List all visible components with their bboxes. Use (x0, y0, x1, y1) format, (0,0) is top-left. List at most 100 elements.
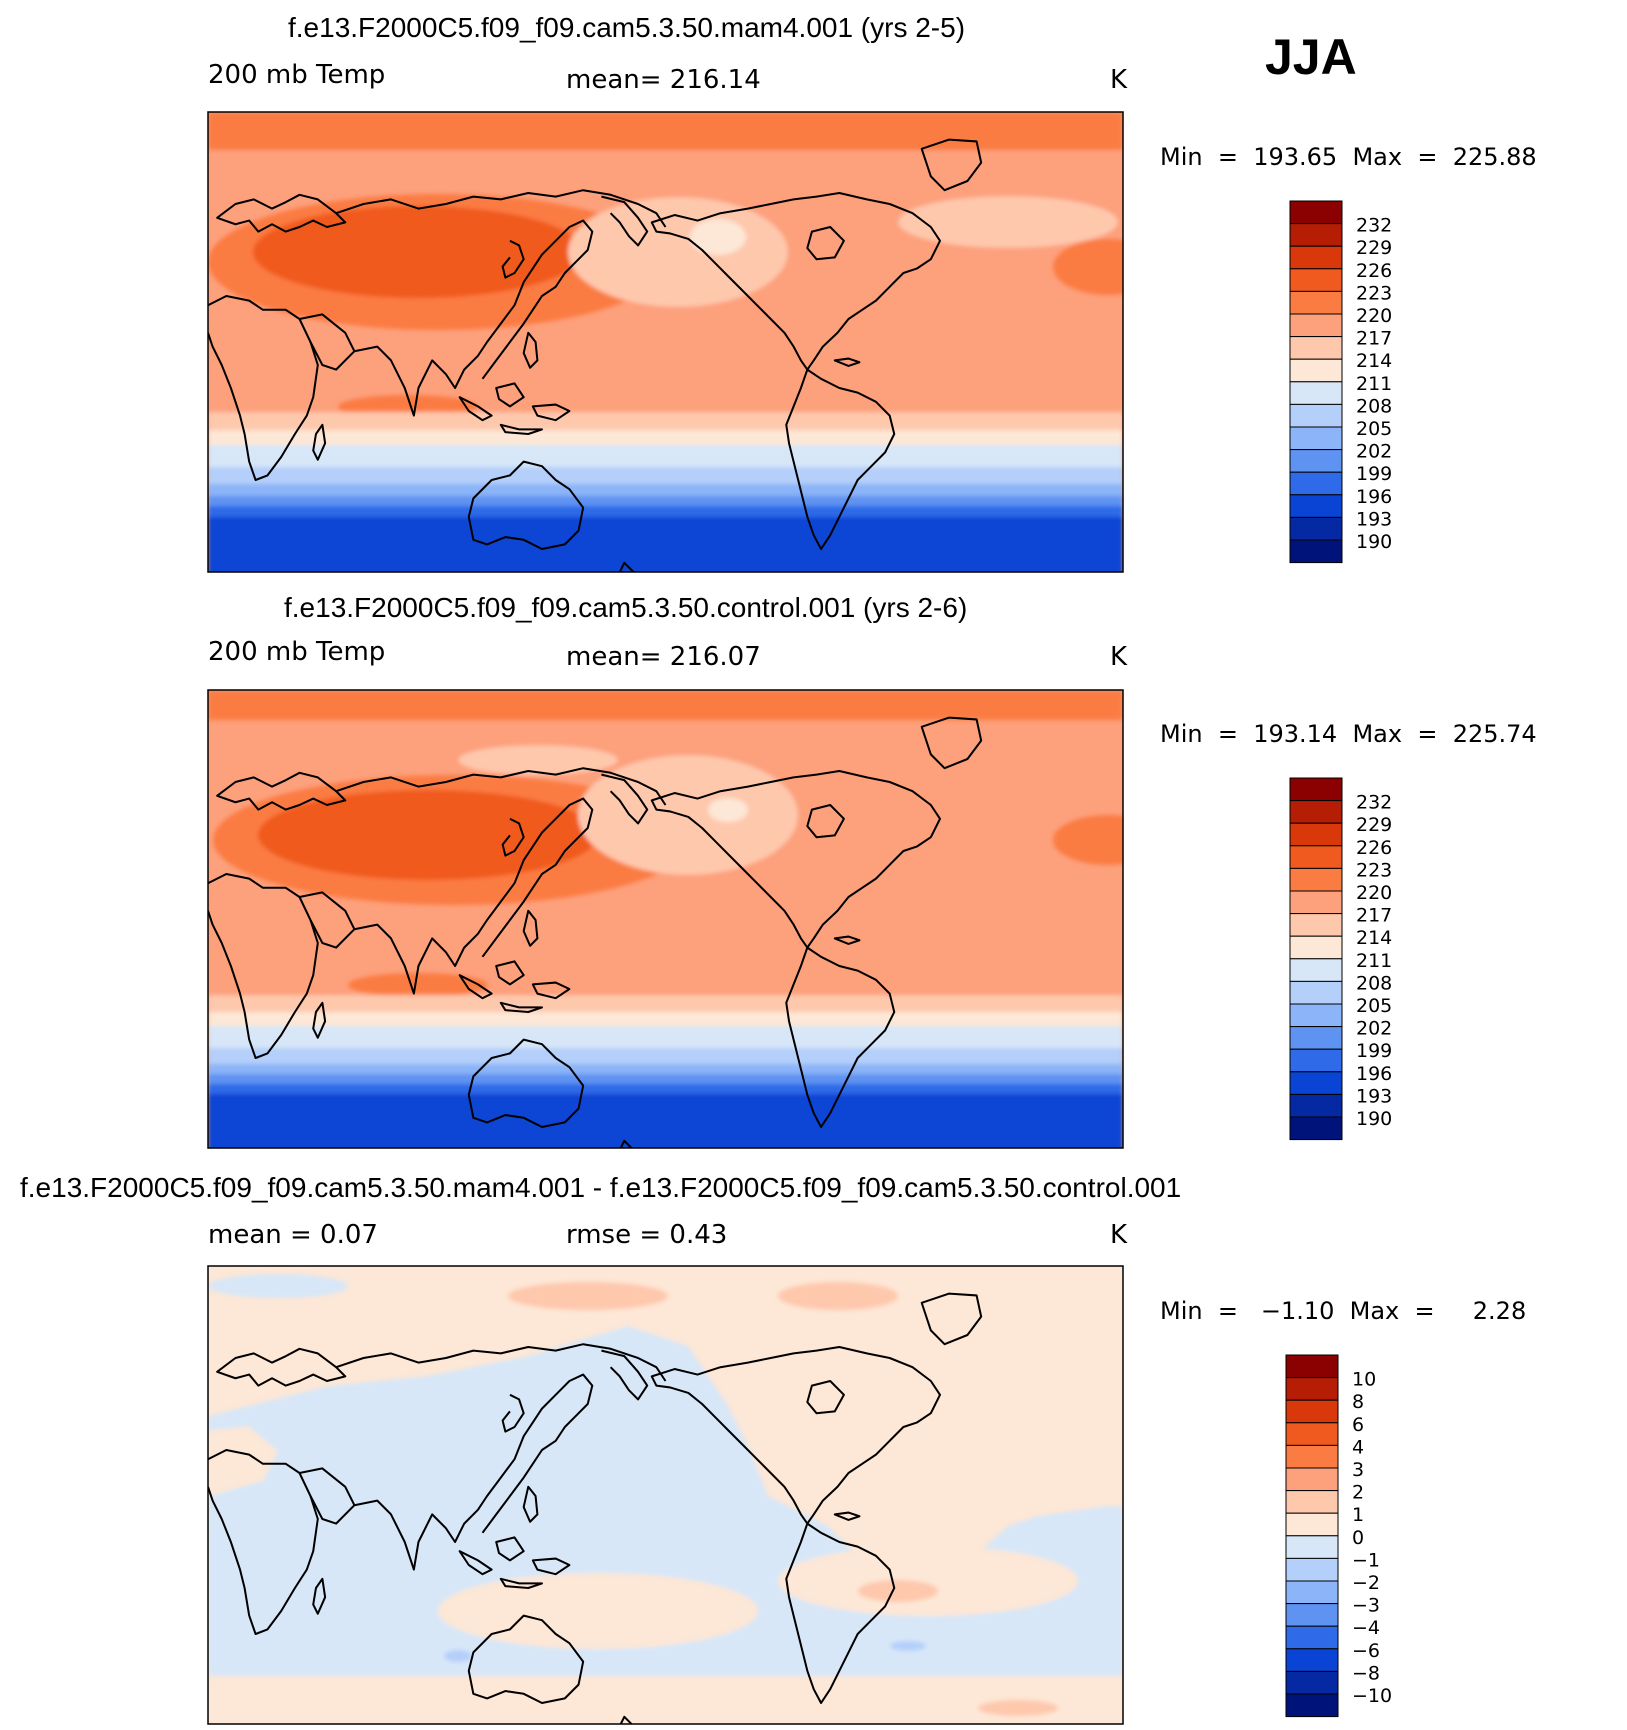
colorbar-tick-label: 193 (1356, 508, 1392, 530)
colorbar-swatch (1285, 1603, 1339, 1627)
colorbar-tick-label: −6 (1352, 1640, 1380, 1662)
colorbar-tick-label: 199 (1356, 463, 1392, 485)
colorbar-swatch (1289, 822, 1343, 847)
colorbar-tick-label: −8 (1352, 1662, 1380, 1684)
colorbar-swatch (1289, 935, 1343, 960)
minmax-label: Min = −1.10 Max = 2.28 (1160, 1297, 1527, 1325)
colorbar-tick-label: 214 (1356, 350, 1392, 372)
colorbar-swatch (1289, 336, 1343, 360)
units-label: K (1110, 1220, 1128, 1250)
colorbar-tick-label: 196 (1356, 1063, 1392, 1085)
colorbar-swatch (1289, 381, 1343, 405)
colorbar-tick-label: 226 (1356, 837, 1392, 859)
colorbar-tick-label: 10 (1352, 1369, 1376, 1391)
colorbar-tick-label: 205 (1356, 418, 1392, 440)
colorbar-swatch (1289, 268, 1343, 292)
colorbar-swatch (1285, 1580, 1339, 1605)
colorbar-tick-label: −3 (1352, 1595, 1380, 1617)
colorbar-tick-label: 1 (1352, 1504, 1364, 1526)
variable-label: 200 mb Temp (208, 60, 386, 90)
colorbar-swatch (1285, 1557, 1339, 1582)
colorbar-swatch (1289, 471, 1343, 496)
colorbar-swatch (1285, 1693, 1339, 1718)
map-panel-3 (207, 1265, 1124, 1725)
colorbar-swatch (1285, 1422, 1339, 1446)
colorbar-tick-label: 202 (1356, 1018, 1392, 1040)
colorbar-swatch (1289, 223, 1343, 247)
colorbar-swatch (1285, 1512, 1339, 1537)
mean-label: mean= 216.07 (566, 642, 761, 672)
colorbar-swatch (1289, 1071, 1343, 1095)
colorbar-tick-label: 190 (1356, 531, 1392, 553)
colorbar-tick-label: 211 (1356, 373, 1392, 395)
colorbar-tick-label: −2 (1352, 1572, 1380, 1594)
colorbars: 2322292262232202172142112082052021991961… (1285, 200, 1392, 1718)
colorbar-swatch (1289, 777, 1343, 802)
colorbar-tick-label: −10 (1352, 1685, 1392, 1707)
colorbar-swatch (1289, 403, 1343, 428)
colorbar-swatch (1289, 494, 1343, 518)
colorbar-tick-label: 232 (1356, 215, 1392, 237)
panel-title: f.e13.F2000C5.f09_f09.cam5.3.50.control.… (284, 592, 968, 623)
panel-title: f.e13.F2000C5.f09_f09.cam5.3.50.mam4.001… (20, 1172, 1182, 1203)
rmse-label: rmse = 0.43 (566, 1220, 728, 1250)
colorbar-swatch (1285, 1354, 1339, 1379)
colorbar-swatch (1289, 867, 1343, 892)
colorbar-swatch (1285, 1490, 1339, 1514)
colorbar-swatch (1289, 426, 1343, 451)
colorbar-swatch (1289, 845, 1343, 869)
colorbar-tick-label: 0 (1352, 1527, 1364, 1549)
colorbar-swatch (1289, 958, 1343, 982)
colorbar-swatch (1289, 913, 1343, 937)
mean-label: mean= 216.14 (566, 65, 761, 95)
colorbar-tick-label: 190 (1356, 1108, 1392, 1130)
colorbar-tick-label: 223 (1356, 859, 1392, 881)
colorbar-swatch (1289, 1003, 1343, 1028)
colorbar-tick-label: 6 (1352, 1414, 1364, 1436)
colorbar-swatch (1289, 800, 1343, 824)
colorbar-tick-label: 217 (1356, 328, 1392, 350)
colorbar-swatch (1289, 245, 1343, 270)
units-label: K (1110, 642, 1128, 672)
map-panel-2 (207, 689, 1124, 1149)
colorbar-swatch (1289, 980, 1343, 1005)
colorbar-swatch (1289, 1116, 1343, 1141)
colorbar-tick-label: 3 (1352, 1459, 1364, 1481)
colorbar-tick-label: 214 (1356, 927, 1392, 949)
colorbar-swatch (1289, 1093, 1343, 1118)
minmax-label: Min = 193.14 Max = 225.74 (1160, 720, 1537, 748)
colorbar-swatch (1289, 1048, 1343, 1073)
colorbar-tick-label: −1 (1352, 1549, 1380, 1571)
colorbar-tick-label: 226 (1356, 260, 1392, 282)
colorbar-swatch (1289, 890, 1343, 915)
colorbar-swatch (1285, 1377, 1339, 1401)
colorbar-tick-label: 220 (1356, 882, 1392, 904)
colorbar-swatch (1289, 358, 1343, 383)
panel-title: f.e13.F2000C5.f09_f09.cam5.3.50.mam4.001… (288, 12, 966, 43)
season-label: JJA (1265, 29, 1357, 85)
colorbar-tick-label: 199 (1356, 1040, 1392, 1062)
colorbar-tick-label: 217 (1356, 905, 1392, 927)
colorbar-tick-label: 220 (1356, 305, 1392, 327)
map-panel-1 (207, 111, 1124, 573)
colorbar-tick-label: 229 (1356, 814, 1392, 836)
colorbar-tick-label: 232 (1356, 792, 1392, 814)
colorbar-swatch (1289, 1026, 1343, 1050)
colorbar-swatch (1289, 449, 1343, 473)
colorbar-tick-label: 208 (1356, 395, 1392, 417)
colorbar-swatch (1285, 1535, 1339, 1559)
colorbar-tick-label: 196 (1356, 486, 1392, 508)
colorbar-swatch (1289, 539, 1343, 564)
colorbar-tick-label: 205 (1356, 995, 1392, 1017)
colorbar-tick-label: 4 (1352, 1436, 1364, 1458)
colorbar-swatch (1285, 1399, 1339, 1424)
colorbar-swatch (1285, 1467, 1339, 1492)
colorbar-tick-label: 211 (1356, 950, 1392, 972)
mean-label: mean = 0.07 (208, 1220, 378, 1250)
colorbar-swatch (1289, 200, 1343, 225)
colorbar-swatch (1285, 1444, 1339, 1469)
colorbar-swatch (1285, 1625, 1339, 1650)
colorbar-swatch (1289, 290, 1343, 315)
colorbar-tick-label: 193 (1356, 1085, 1392, 1107)
